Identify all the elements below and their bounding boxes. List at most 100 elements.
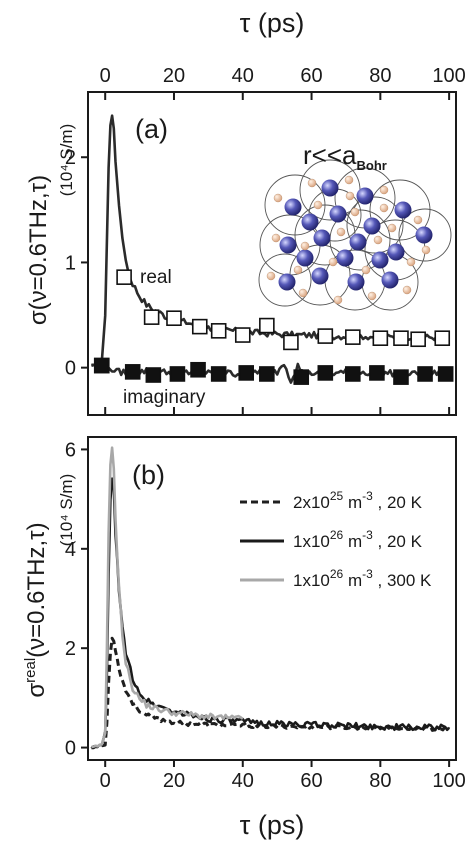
panel-a-imaginary-markers-point: [93, 357, 110, 374]
molecule-atom: [329, 205, 347, 223]
molecule-small-atom: [328, 257, 338, 267]
annotation-imaginary: imaginary: [123, 387, 206, 408]
molecule-atom: [349, 233, 367, 251]
molecule-atom: [321, 179, 339, 197]
molecule-small-atom: [293, 265, 303, 275]
panel-b-label: (b): [132, 460, 165, 490]
molecule-atom: [363, 217, 381, 235]
molecule-small-atom: [271, 233, 281, 243]
molecule-orbit: [346, 196, 404, 254]
legend-label-sup: 26: [330, 528, 344, 542]
molecule-small-atom: [379, 185, 389, 195]
panel-a-imaginary-markers-point: [393, 369, 409, 385]
panel-b-x-tick-label: 60: [300, 770, 322, 792]
legend-label-part: m: [343, 571, 362, 590]
molecule-atom: [296, 249, 314, 267]
panel-a-x-tick-label: 40: [232, 65, 254, 87]
molecule-small-atom: [313, 200, 323, 210]
panel-a-imaginary-markers-point: [210, 366, 227, 382]
molecule-small-atom: [373, 235, 383, 245]
annotation-real: real: [140, 267, 172, 288]
panel-a-imaginary-markers-point: [417, 366, 433, 382]
panel-a-x-tick-label: 60: [300, 65, 322, 87]
panel-a-top-x-axis-title: τ (ps): [240, 8, 305, 38]
panel-a-x-tick-label: 0: [100, 65, 111, 87]
panel-a-real-markers-point: [393, 330, 409, 346]
panel-a-imaginary-markers-point: [293, 369, 310, 385]
panel-a-imaginary-markers-point: [259, 366, 275, 382]
panel-b-series-2: [91, 446, 244, 749]
legend-label-part: 1x10: [293, 571, 330, 590]
panel-b-x-tick-label: 80: [369, 770, 391, 792]
panel-b-y-axis-title: σreal(ν=0.6THz,τ): [22, 522, 50, 697]
legend-label-sup: 25: [330, 489, 344, 503]
panel-a-x-tick-label: 100: [432, 65, 465, 87]
panel-a-y-tick-label: 0: [65, 358, 76, 380]
panel-b-y-axis-title-rest: (ν=0.6THz,τ): [23, 522, 50, 658]
molecule-small-atom: [298, 288, 308, 298]
molecule-atom: [371, 251, 389, 269]
molecule-orbit: [258, 253, 312, 307]
panel-a-y-tick-label: 1: [65, 252, 76, 274]
panel-a-real-markers-point: [234, 327, 251, 343]
legend-label-sup: -3: [362, 489, 373, 503]
molecule-small-atom: [345, 191, 355, 201]
panel-a-imaginary-markers-point: [345, 366, 361, 382]
legend-label-0: 2x1025 m-3 , 20 K: [293, 489, 423, 512]
legend-label-part: m: [343, 493, 362, 512]
panel-a-y-axis-title: σ(ν=0.6THz,τ): [25, 175, 52, 325]
legend-label-part: 2x10: [293, 493, 330, 512]
legend-label-sup: -3: [362, 567, 373, 581]
panel-a-real-markers-point: [143, 309, 160, 325]
molecule-atom: [278, 273, 296, 291]
panel-b-x-axis-title: τ (ps): [240, 810, 305, 840]
panel-a: 0 20 40 60 80 100 0 1 2 (a) real imaginary r<<a…: [25, 8, 466, 416]
panel-b-series-0: [91, 636, 451, 750]
molecule-small-atom: [421, 245, 431, 255]
legend-label-part: , 300 K: [373, 571, 432, 590]
panel-b-y-tick-label: 4: [65, 539, 76, 561]
panel-b-y-tick-label: 0: [65, 738, 76, 760]
molecule-small-atom: [344, 175, 354, 185]
panel-a-y-tick-label: 2: [65, 147, 76, 169]
molecule-small-atom: [300, 241, 310, 251]
panel-a-x-tick-label: 80: [369, 65, 391, 87]
panel-a-y-unit: (10⁴ S/m): [57, 124, 76, 196]
panel-b-y-tick-label: 6: [65, 439, 76, 461]
molecule-small-atom: [387, 223, 397, 233]
panel-a-real-markers-point: [410, 331, 426, 348]
panel-a-real-markers-point: [317, 328, 334, 344]
molecule-orbit: [398, 208, 452, 262]
panel-a-imaginary-markers-point: [145, 367, 162, 383]
molecule-orbit: [369, 179, 431, 241]
panel-a-real-markers-point: [259, 317, 275, 334]
molecule-small-atom: [367, 291, 377, 301]
legend-label-sup: -3: [362, 528, 373, 542]
panel-a-real-markers-point: [345, 329, 361, 345]
panel-b-y-tick-label: 2: [65, 638, 76, 660]
legend-label-1: 1x1026 m-3 , 20 K: [293, 528, 423, 551]
legend-label-part: 1x10: [293, 532, 330, 551]
panel-a-imaginary-markers-point: [238, 365, 255, 381]
panel-b-x-tick-label: 100: [432, 770, 465, 792]
panel-b-y-unit: (10⁴ S/m): [57, 474, 76, 546]
panel-b-series-1: [90, 477, 451, 750]
panel-a-real-markers-point: [191, 318, 208, 335]
inset-text-main: r<<a: [303, 140, 357, 170]
molecule-small-atom: [361, 265, 371, 275]
molecule-atom: [301, 213, 319, 231]
legend-label-part: , 20 K: [373, 493, 423, 512]
panel-a-x-tick-label: 20: [163, 65, 185, 87]
legend-label-2: 1x1026 m-3 , 300 K: [293, 567, 432, 590]
molecule-atom: [356, 187, 374, 205]
molecule-small-atom: [333, 295, 343, 305]
panel-a-real-markers-point: [166, 310, 182, 327]
molecule-small-atom: [413, 215, 423, 225]
molecule-cluster-illustration: [258, 159, 452, 311]
legend-label-sup: 26: [330, 567, 344, 581]
molecule-atom: [284, 198, 302, 216]
molecule-small-atom: [406, 257, 416, 267]
panel-a-real-markers-point: [372, 330, 389, 346]
panel-a-label: (a): [135, 114, 168, 144]
